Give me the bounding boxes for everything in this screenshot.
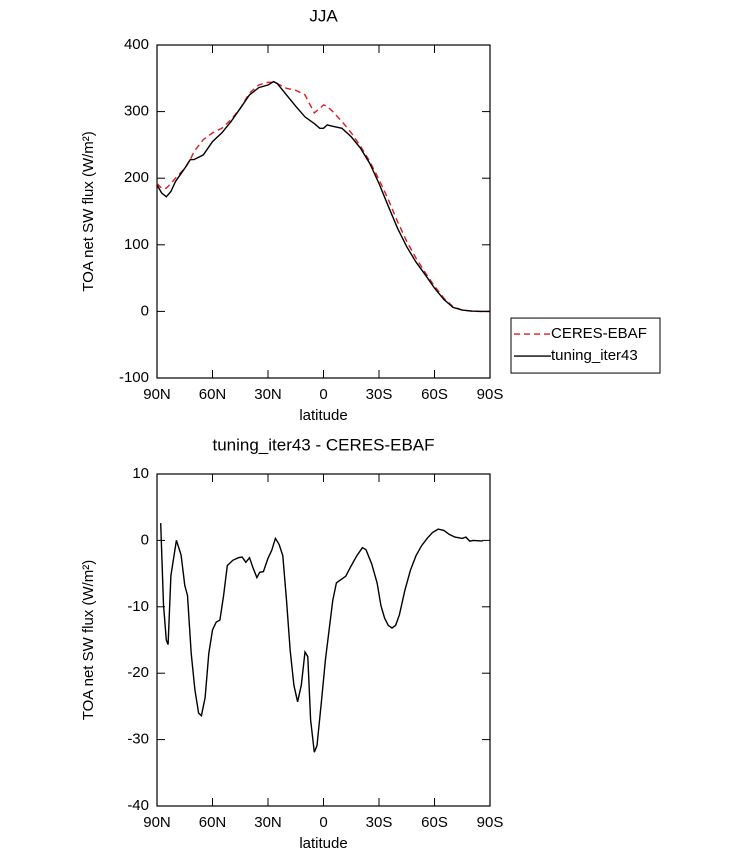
x-axis-label: latitude [299,407,347,424]
x-tick-label: 60N [199,814,227,831]
x-tick-label: 30S [366,386,393,403]
x-tick-label: 90S [477,814,504,831]
y-axis-label: TOA net SW flux (W/m²) [80,131,97,292]
y-tick-label: 300 [124,103,149,120]
y-tick-label: -10 [127,598,149,615]
y-tick-label: 400 [124,36,149,53]
x-tick-label: 0 [319,386,327,403]
y-tick-label: 0 [141,531,149,548]
x-tick-label: 60N [199,386,227,403]
y-tick-label: 200 [124,169,149,186]
y-tick-label: -40 [127,797,149,814]
x-tick-label: 60S [421,814,448,831]
y-tick-label: 0 [141,302,149,319]
x-tick-label: 0 [319,814,327,831]
y-tick-label: -100 [119,369,149,386]
x-tick-label: 30N [254,814,282,831]
x-tick-label: 90N [143,814,171,831]
legend-label: tuning_iter43 [551,347,638,364]
legend-label: CERES-EBAF [551,325,647,342]
x-tick-label: 30S [366,814,393,831]
chart-title: tuning_iter43 - CERES-EBAF [212,435,434,454]
x-tick-label: 90S [477,386,504,403]
y-tick-label: -20 [127,664,149,681]
y-tick-label: 10 [132,465,149,482]
plot-frame [156,473,491,807]
series-line [156,81,490,313]
plot-frame [156,44,491,379]
series-line [156,80,490,313]
x-tick-label: 90N [143,386,171,403]
x-tick-label: 60S [421,386,448,403]
legend-box [510,317,661,374]
chart-title: JJA [309,6,338,25]
y-tick-label: 100 [124,236,149,253]
series-line [160,523,483,753]
x-tick-label: 30N [254,386,282,403]
x-axis-label: latitude [299,835,347,852]
y-axis-label: TOA net SW flux (W/m²) [80,560,97,721]
y-tick-label: -30 [127,731,149,748]
